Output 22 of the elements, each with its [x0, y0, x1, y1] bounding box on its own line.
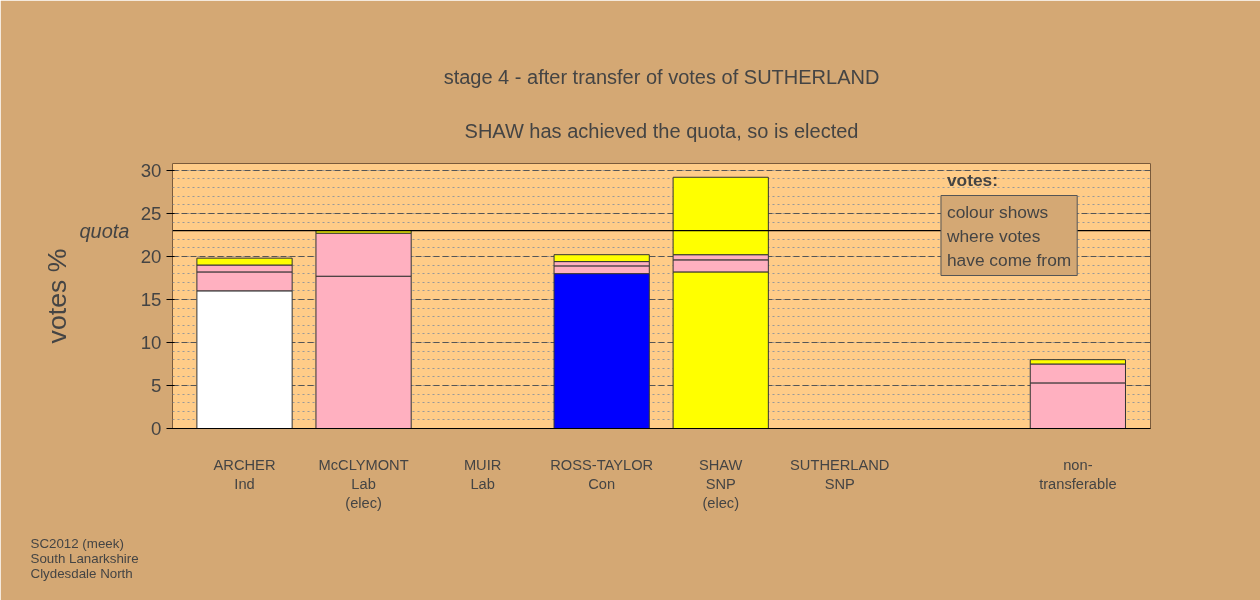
ref-line-label: quota [79, 219, 130, 242]
x-tick-label: SUTHERLAND SNP [790, 456, 890, 492]
x-tick-label: McCLYMONT Lab (elec) [318, 456, 409, 511]
x-tick-label: ROSS-TAYLOR Con [550, 456, 654, 492]
x-tick-label: MUIR Lab [463, 456, 502, 492]
annotation: votes: [946, 169, 999, 190]
y-tick-label: 25 [140, 202, 162, 224]
y-tick-label: 20 [140, 245, 162, 267]
y-tick-label: 0 [151, 418, 162, 439]
text: SC2012 (meek) South Lanarkshire Clydesdale North [30, 535, 139, 581]
x-tick-label: ARCHER Ind [213, 456, 276, 492]
y-tick-label: 15 [140, 288, 162, 310]
y-tick-label: 10 [140, 331, 162, 353]
y-tick-label: 30 [140, 159, 162, 181]
chart-subtitle: SHAW has achieved the quota, so is elected [464, 119, 859, 142]
annotation: colour shows where votes have come from [945, 201, 1072, 270]
chart-title: stage 4 - after transfer of votes of SUTHERLAND [443, 65, 880, 88]
x-tick-label: SHAW SNP (elec) [699, 456, 743, 511]
y-tick-label: 5 [151, 374, 162, 396]
y-axis-title: votes % [42, 248, 73, 344]
x-tick-label: non- transferable [1039, 456, 1117, 492]
bar [553, 254, 650, 263]
